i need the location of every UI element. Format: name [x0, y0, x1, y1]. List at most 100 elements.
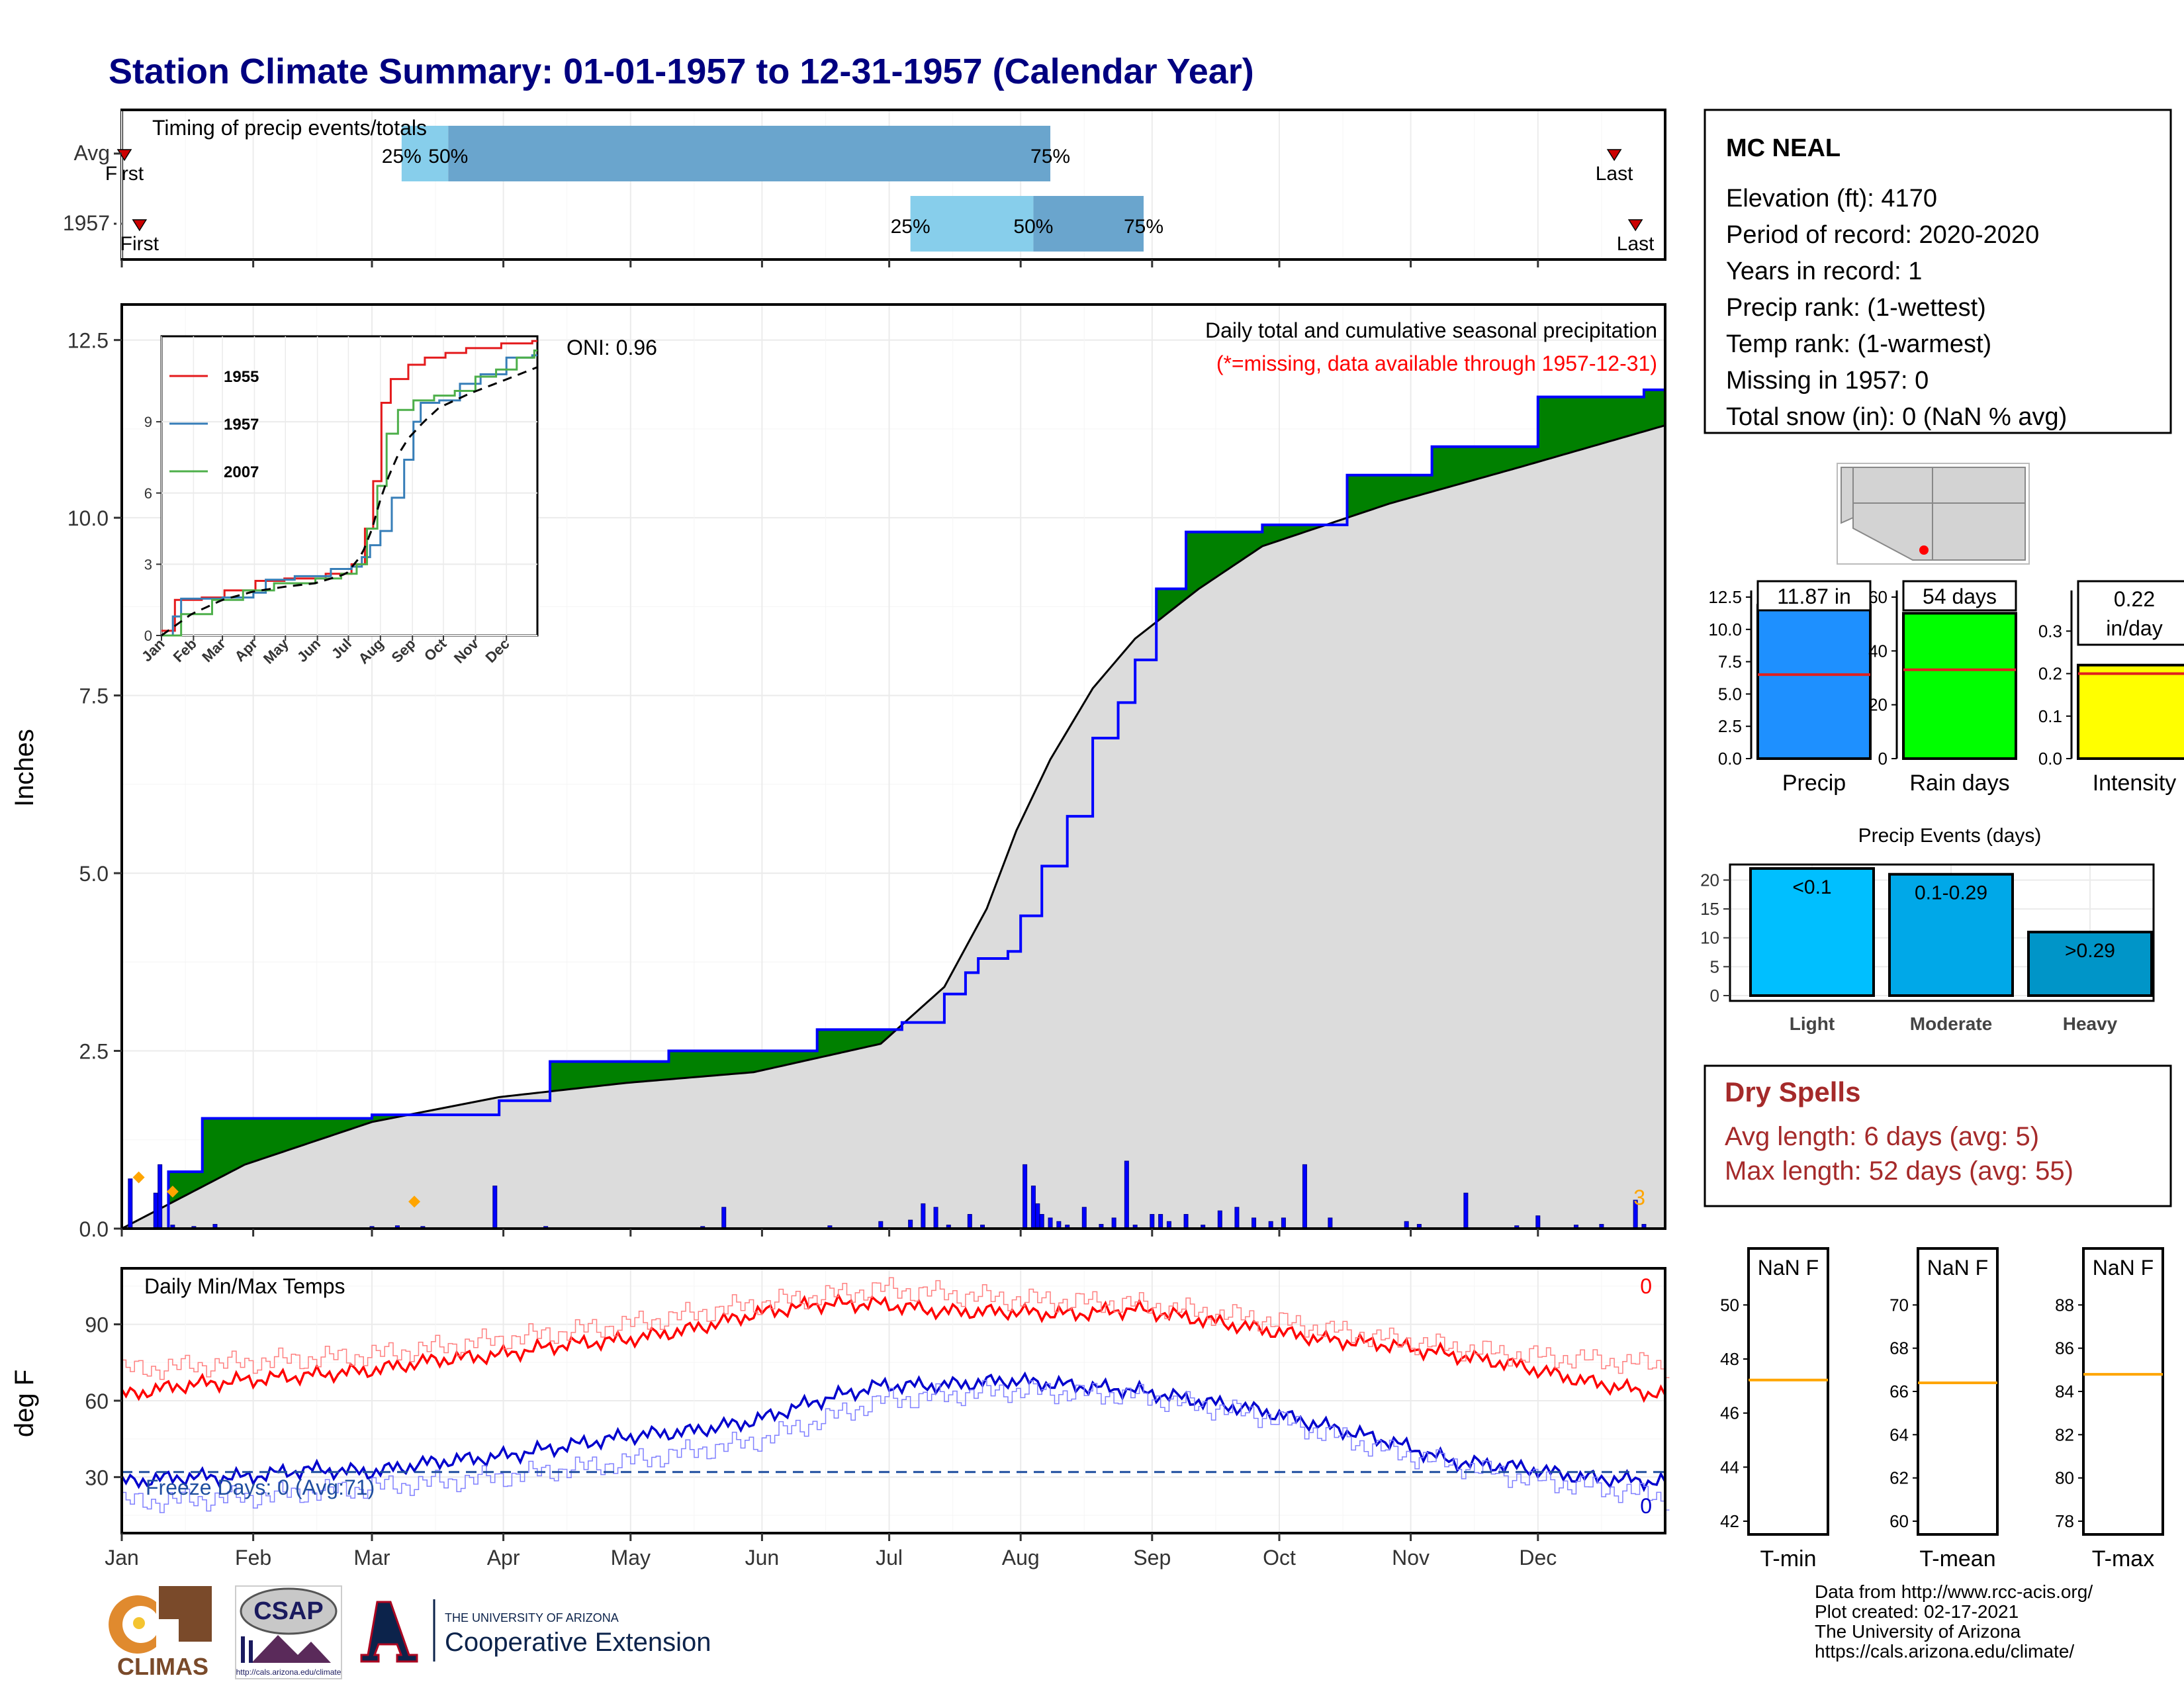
temp-xtick-label-Sep: Sep — [1133, 1546, 1171, 1570]
summary-ytick-label-0-3: 7.5 — [1718, 652, 1742, 672]
station-line-6: Total snow (in): 0 (NaN % avg) — [1726, 403, 2067, 431]
timing-first-marker-0 — [116, 149, 132, 162]
precip-y-label: Inches — [10, 729, 39, 807]
daily-precip-bar-28 — [1081, 1207, 1087, 1229]
daily-precip-bar-19 — [967, 1214, 972, 1229]
station-location-marker — [1919, 545, 1929, 555]
station-line-0: Elevation (ft): 4170 — [1726, 185, 1937, 212]
csap-logo-url: http://cals.arizona.edu/climate — [236, 1667, 341, 1677]
station-line-5: Missing in 1957: 0 — [1726, 367, 1929, 395]
temp-xtick-label-Jun: Jun — [745, 1546, 780, 1570]
precip-average-area — [122, 425, 1665, 1229]
temp-box-frame-1 — [1917, 1247, 1999, 1536]
daily-precip-bar-47 — [1463, 1192, 1469, 1229]
temp-box-ytick-label-2-2: 82 — [2055, 1425, 2074, 1444]
footer-credits: Data from http://www.rcc-acis.org/Plot c… — [1815, 1581, 2093, 1662]
summary-ytick-label-1-0: 0 — [1878, 749, 1888, 769]
station-line-4: Temp rank: (1-warmest) — [1726, 330, 1991, 358]
summary-ytick-label-2-1: 0.1 — [2038, 706, 2062, 726]
ua-logo-big-text: Cooperative Extension — [445, 1628, 711, 1657]
temp-box-value-2: NaN F — [2093, 1256, 2154, 1280]
events-bar-inner-Heavy: >0.29 — [2065, 940, 2115, 962]
ua-logo-small-text: THE UNIVERSITY OF ARIZONA — [445, 1611, 619, 1624]
timing-bar-50-75-1 — [1033, 196, 1144, 252]
timing-row-label-1: 1957 — [63, 211, 110, 235]
precip-panel: 0.0 2.5 5.0 7.5 10.0 12.5 Inches Daily total … — [10, 303, 1666, 1241]
timing-row-label-0: Avg — [73, 141, 110, 165]
inset-y-ticks: 0 3 6 9 — [144, 414, 161, 644]
temp-box-label-1: T-mean — [1919, 1546, 1995, 1571]
inset-ytick-label-2: 6 — [144, 485, 152, 502]
timing-label-75-0: 75% — [1030, 146, 1070, 167]
timing-labels: 25% 50% 75% First Last Avg 25% 50% 75% First Last 1… — [63, 141, 1655, 255]
precip-ytick-label-1: 2.5 — [79, 1040, 109, 1064]
daily-precip-bar-42 — [1281, 1217, 1286, 1229]
daily-precip-bar-43 — [1302, 1164, 1307, 1229]
summary-ytick-label-1-1: 20 — [1868, 695, 1888, 715]
daily-precip-bar-22 — [1030, 1186, 1036, 1229]
missing-data-marker-1 — [166, 1186, 179, 1198]
station-line-1: Period of record: 2020-2020 — [1726, 221, 2039, 249]
temp-box-ytick-label-2-3: 84 — [2055, 1382, 2074, 1401]
footer-line-2: The University of Arizona — [1815, 1621, 2021, 1642]
temp-box-ytick-label-2-5: 88 — [2055, 1295, 2074, 1315]
precip-ytick-label-4: 10.0 — [68, 506, 109, 530]
temp-box-ytick-label-1-2: 64 — [1889, 1425, 1909, 1444]
temp-grid — [121, 1268, 1665, 1533]
csap-cloud-icon — [240, 1587, 338, 1635]
summary-value-2-2: in/day — [2106, 616, 2162, 640]
temp-box-ytick-label-2-1: 80 — [2055, 1468, 2074, 1488]
precip-corner-count: 3 — [1633, 1186, 1645, 1209]
inset-ytick-label-1: 3 — [144, 556, 152, 573]
inset-series-line-2007 — [161, 350, 537, 637]
timing-label-25-0: 25% — [382, 146, 422, 167]
temp-xtick-label-Dec: Dec — [1519, 1546, 1557, 1570]
temp-title: Daily Min/Max Temps — [144, 1274, 345, 1298]
temp-box-label-0: T-min — [1760, 1546, 1817, 1571]
temp-series-Tmin-normal — [122, 1380, 1670, 1513]
timing-bar-25-50-1 — [910, 196, 1034, 252]
precip-header: Daily total and cumulative seasonal prec… — [1205, 318, 1657, 342]
temp-box-ytick-label-1-1: 62 — [1889, 1468, 1909, 1488]
summary-ytick-label-1-2: 40 — [1868, 641, 1888, 661]
summary-value-0: 11.87 in — [1777, 585, 1851, 608]
timing-first-label-0: First — [105, 163, 144, 185]
timing-last-marker-1 — [1627, 219, 1643, 232]
timing-last-label-1: Last — [1617, 233, 1655, 255]
climas-logo-text: CLIMAS — [117, 1653, 208, 1680]
daily-precip-bar-33 — [1150, 1214, 1155, 1229]
temp-box-frame-2 — [2082, 1247, 2164, 1536]
temp-box-value-1: NaN F — [1927, 1256, 1988, 1280]
temperature-summary-boxes: 42 44 46 48 50 NaN F T-min 60 62 64 66 68 70 NaN F T-m… — [1720, 1247, 2164, 1571]
temp-xtick-label-Apr: Apr — [487, 1546, 520, 1570]
temp-box-ytick-label-0-4: 50 — [1720, 1295, 1739, 1315]
summary-ytick-label-1-3: 60 — [1868, 587, 1888, 607]
timing-label-75-1: 75% — [1124, 216, 1163, 238]
events-ytick-label-3: 15 — [1700, 899, 1719, 919]
summary-label-1: Rain days — [1909, 771, 2009, 796]
temp-plot — [120, 1277, 1670, 1513]
timing-bar-25-50-0 — [401, 126, 449, 181]
timing-label-50-1: 50% — [1013, 216, 1053, 238]
temp-series-Tmax-normal — [122, 1277, 1670, 1380]
temp-box-ytick-label-2-4: 86 — [2055, 1338, 2074, 1358]
precip-ytick-label-3: 7.5 — [79, 684, 109, 708]
events-frame — [1729, 863, 2155, 1002]
daily-precip-bar-17 — [933, 1207, 938, 1229]
figure-title: Station Climate Summary: 01-01-1957 to 1… — [109, 52, 1254, 91]
inset-legend-label-2007: 2007 — [224, 463, 259, 481]
temp-box-T-max: 78 80 82 84 86 88 NaN F T-max — [2055, 1247, 2164, 1571]
summary-ytick-label-2-3: 0.3 — [2038, 621, 2062, 641]
events-y-ticks: 0 5 10 15 20 — [1700, 870, 1730, 1006]
summary-ytick-label-2-0: 0.0 — [2038, 749, 2062, 769]
temp-box-ytick-label-0-0: 42 — [1720, 1511, 1739, 1531]
summary-bar-2 — [2077, 663, 2184, 760]
daily-precip-bar-12 — [721, 1207, 727, 1229]
station-line-2: Years in record: 1 — [1726, 258, 1922, 285]
events-ytick-label-2: 10 — [1700, 928, 1719, 948]
summary-ytick-label-0-1: 2.5 — [1718, 716, 1742, 736]
events-bar-inner-Moderate: 0.1-0.29 — [1915, 882, 1987, 904]
timing-last-label-0: Last — [1596, 163, 1633, 185]
